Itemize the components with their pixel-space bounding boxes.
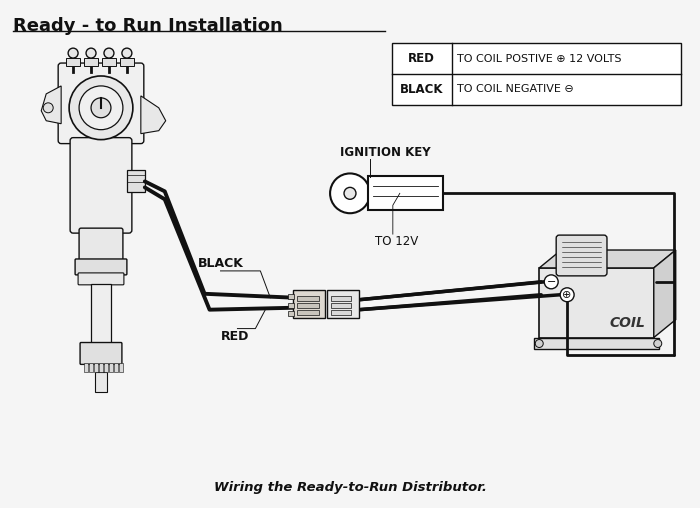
Bar: [288, 311, 294, 315]
Bar: [298, 303, 319, 308]
FancyBboxPatch shape: [58, 63, 144, 144]
Circle shape: [79, 86, 123, 130]
Bar: [84, 363, 88, 372]
Bar: [84, 58, 98, 66]
Bar: [534, 337, 659, 350]
Bar: [104, 363, 108, 372]
FancyBboxPatch shape: [556, 235, 607, 276]
Bar: [288, 294, 294, 299]
Bar: [89, 363, 93, 372]
Text: BLACK: BLACK: [197, 257, 244, 270]
Bar: [95, 372, 107, 392]
Text: RED: RED: [221, 330, 250, 342]
Bar: [331, 303, 351, 308]
Text: TO COIL POSTIVE ⊕ 12 VOLTS: TO COIL POSTIVE ⊕ 12 VOLTS: [456, 53, 621, 64]
Circle shape: [104, 48, 114, 58]
Text: IGNITION KEY: IGNITION KEY: [340, 145, 430, 158]
Polygon shape: [41, 86, 61, 124]
FancyBboxPatch shape: [75, 259, 127, 275]
Text: Ready - to Run Installation: Ready - to Run Installation: [13, 17, 283, 35]
FancyBboxPatch shape: [80, 342, 122, 364]
Text: −: −: [547, 277, 556, 287]
Circle shape: [544, 275, 558, 289]
Bar: [94, 363, 98, 372]
Bar: [99, 363, 103, 372]
FancyBboxPatch shape: [79, 228, 123, 262]
Bar: [127, 171, 145, 193]
Bar: [102, 58, 116, 66]
Bar: [109, 363, 113, 372]
Bar: [114, 363, 118, 372]
Bar: [91, 284, 111, 343]
Bar: [327, 290, 359, 318]
Circle shape: [654, 339, 662, 347]
Text: TO 12V: TO 12V: [375, 235, 418, 248]
Bar: [392, 43, 680, 105]
Circle shape: [560, 288, 574, 302]
Bar: [368, 176, 442, 210]
Bar: [298, 296, 319, 301]
Text: RED: RED: [408, 52, 435, 65]
FancyBboxPatch shape: [78, 273, 124, 285]
Polygon shape: [141, 96, 166, 134]
Bar: [298, 310, 319, 314]
Circle shape: [91, 98, 111, 118]
Text: TO COIL NEGATIVE ⊖: TO COIL NEGATIVE ⊖: [456, 84, 573, 94]
Circle shape: [536, 339, 543, 347]
Circle shape: [43, 103, 53, 113]
Bar: [331, 296, 351, 301]
Polygon shape: [654, 250, 676, 337]
Bar: [539, 268, 654, 337]
Polygon shape: [539, 250, 676, 268]
Bar: [293, 290, 325, 318]
Text: BLACK: BLACK: [400, 83, 444, 96]
Bar: [288, 303, 294, 308]
FancyBboxPatch shape: [70, 138, 132, 233]
Bar: [120, 58, 134, 66]
Bar: [119, 363, 123, 372]
Circle shape: [69, 76, 133, 140]
Circle shape: [68, 48, 78, 58]
Circle shape: [122, 48, 132, 58]
Bar: [66, 58, 80, 66]
Bar: [331, 310, 351, 314]
Circle shape: [86, 48, 96, 58]
Text: COIL: COIL: [610, 315, 646, 330]
Circle shape: [330, 173, 370, 213]
Circle shape: [344, 187, 356, 199]
Text: Wiring the Ready-to-Run Distributor.: Wiring the Ready-to-Run Distributor.: [214, 481, 486, 494]
Text: ⊕: ⊕: [562, 290, 572, 300]
